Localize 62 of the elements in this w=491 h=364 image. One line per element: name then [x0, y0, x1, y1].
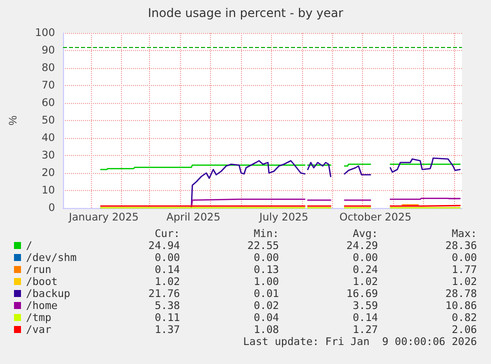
chart-title: Inode usage in percent - by year: [148, 6, 344, 20]
legend-label: /var: [26, 324, 52, 336]
x-tick-label: October 2025: [339, 212, 412, 224]
text: 1.27: [352, 324, 378, 336]
text: 1.00: [252, 276, 279, 288]
y-tick-label: 20: [42, 167, 55, 179]
text: 0.13: [252, 264, 279, 276]
text: 0.01: [252, 288, 279, 300]
y-tick-label: 30: [42, 150, 55, 162]
text: 0.11: [154, 312, 180, 324]
y-tick-label: 50: [42, 114, 55, 126]
text: Min:: [252, 228, 279, 240]
text: 16.69: [345, 288, 378, 300]
y-axis-title: %: [8, 115, 20, 126]
y-tick-label: 10: [42, 184, 55, 196]
text: 1.37: [154, 324, 180, 336]
legend-label: /dev/shm: [26, 252, 77, 264]
text: 28.36: [444, 240, 477, 252]
legend-label: /home: [26, 300, 58, 312]
text: 0.82: [450, 312, 477, 324]
text: 10.86: [444, 300, 477, 312]
y-tick-label: 90: [42, 44, 55, 56]
legend-label: /backup: [26, 288, 70, 300]
legend-label: /run: [26, 264, 52, 276]
text: 24.94: [147, 240, 180, 252]
text: 0.02: [252, 300, 279, 312]
text: 0.00: [450, 252, 477, 264]
x-tick-label: January 2025: [68, 212, 139, 224]
text: Max:: [450, 228, 477, 240]
text: 24.29: [345, 240, 378, 252]
text: 1.02: [352, 276, 378, 288]
text: 22.55: [246, 240, 279, 252]
text: 21.76: [147, 288, 180, 300]
text: Last update: Fri Jan 9 00:00:06 2026: [243, 336, 477, 348]
y-tick-label: 60: [42, 97, 55, 109]
text: Cur:: [154, 228, 180, 240]
text: Avg:: [352, 228, 378, 240]
y-tick-label: 0: [48, 202, 55, 214]
y-tick-label: 80: [42, 62, 55, 74]
text: 1.02: [154, 276, 180, 288]
text: 0.14: [352, 312, 378, 324]
text: 0.00: [352, 252, 378, 264]
x-tick-label: April 2025: [166, 212, 220, 224]
text: 0.00: [154, 252, 180, 264]
text: 3.59: [352, 300, 378, 312]
text: 1.08: [252, 324, 279, 336]
y-tick-label: 40: [42, 132, 55, 144]
text: 0.14: [154, 264, 180, 276]
legend-label: /tmp: [26, 312, 52, 324]
text: 28.78: [444, 288, 477, 300]
text: 0.04: [252, 312, 279, 324]
text: 5.38: [154, 300, 180, 312]
text: 0.24: [352, 264, 378, 276]
text: 0.00: [252, 252, 279, 264]
legend-label: /boot: [26, 276, 58, 288]
x-tick-label: July 2025: [258, 212, 308, 224]
y-tick-label: 100: [34, 27, 55, 39]
text: 1.77: [450, 264, 477, 276]
legend-label: /: [26, 240, 32, 252]
text: 1.02: [450, 276, 477, 288]
y-tick-label: 70: [42, 80, 55, 92]
text: 2.06: [450, 324, 477, 336]
